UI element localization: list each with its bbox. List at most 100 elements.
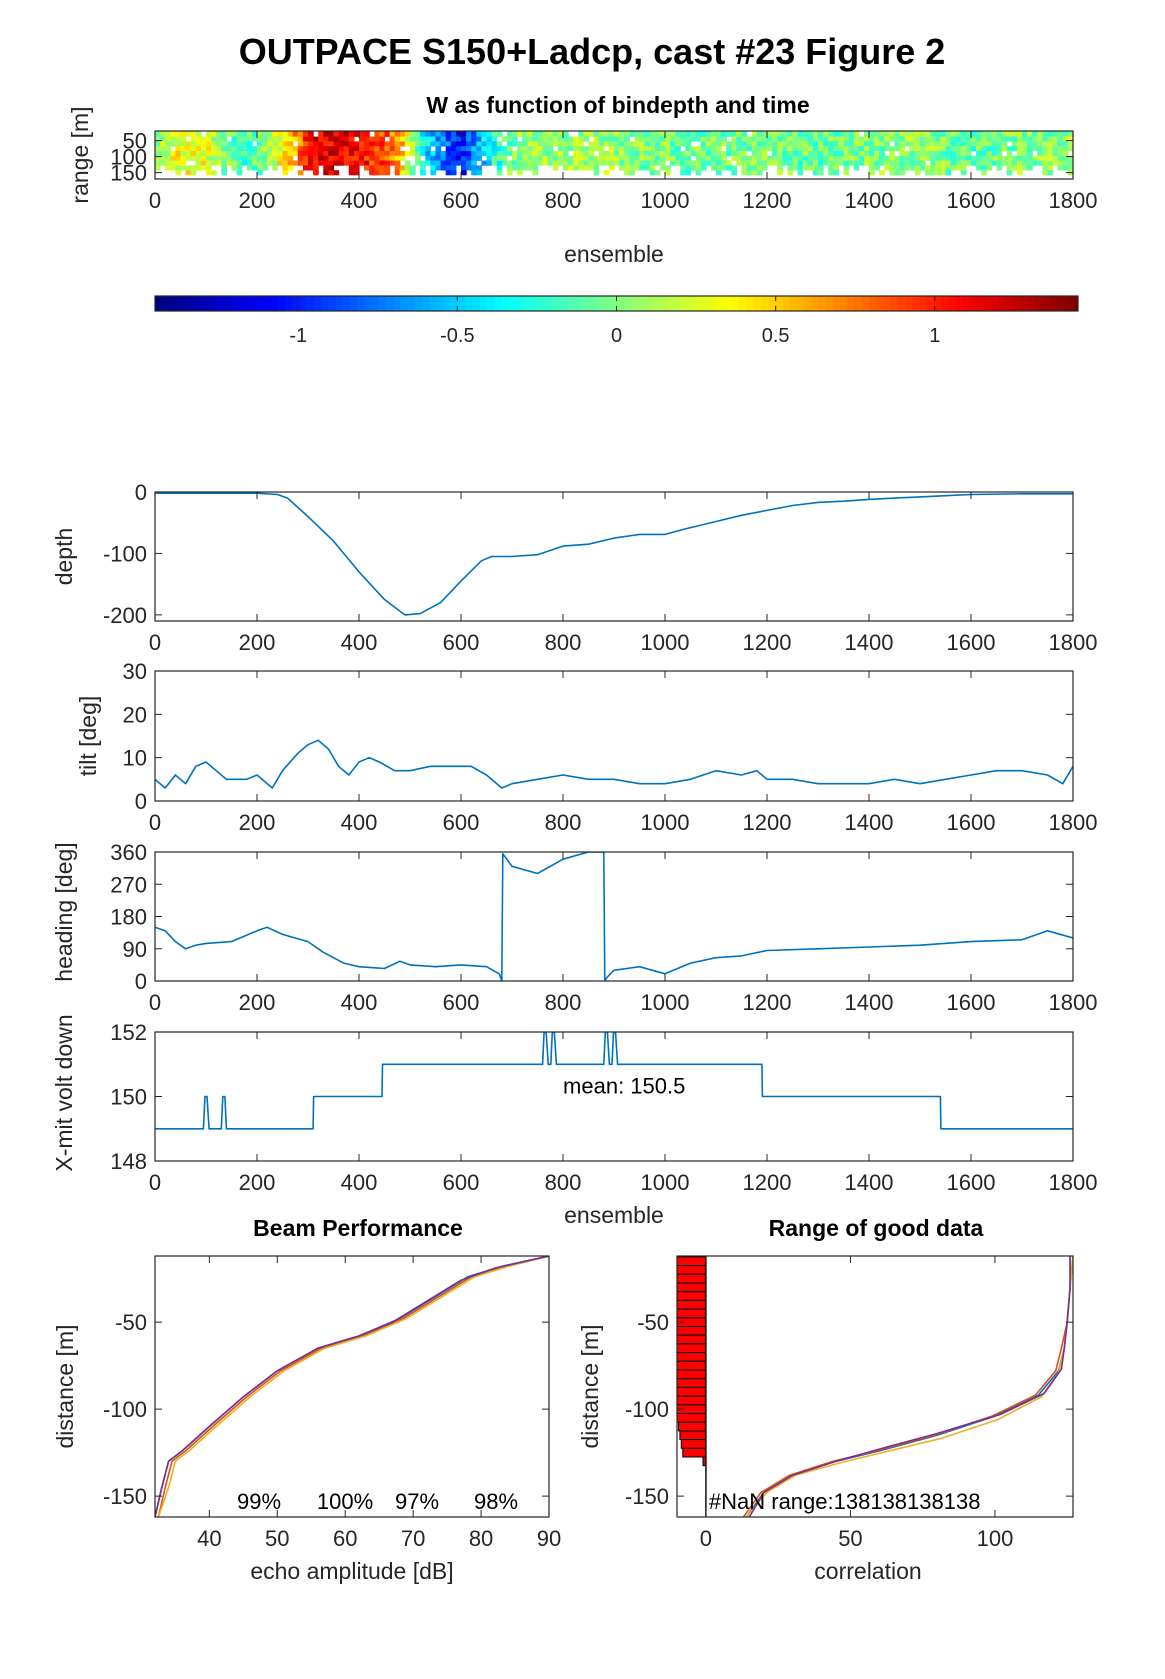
w-image-cell	[476, 146, 482, 152]
w-image-cell	[404, 165, 411, 171]
w-image-cell	[792, 131, 799, 137]
heading-ytick-label: 0	[135, 969, 147, 994]
w-image-cell	[624, 136, 630, 142]
colorbar-swatch	[998, 296, 1007, 311]
w-image-cell	[716, 141, 722, 147]
w-image-cell	[619, 146, 625, 152]
w-image-cell	[909, 131, 916, 137]
w-image-cell	[175, 160, 182, 166]
w-image-cell	[700, 136, 707, 142]
w-image-cell	[231, 160, 238, 166]
w-image-cell	[812, 165, 819, 171]
depth-xtick-label: 1800	[1049, 630, 1098, 655]
w-image-cell	[542, 151, 549, 157]
colorbar-swatch	[1027, 296, 1036, 311]
w-image-cell	[797, 151, 804, 157]
range-hist-bar	[677, 1282, 707, 1293]
w-image-cell	[180, 155, 187, 161]
w-image-cell	[1057, 131, 1064, 137]
colorbar-swatch	[205, 296, 214, 311]
w-image-cell	[292, 131, 299, 137]
w-image-cell	[461, 151, 467, 157]
w-image-cell	[756, 131, 763, 137]
w-image-cell	[226, 146, 233, 152]
w-image-cell	[501, 160, 508, 166]
w-image-cell	[481, 146, 488, 152]
w-image-cell	[364, 131, 370, 137]
range-hist-bar	[677, 1369, 707, 1380]
w-image-cell	[884, 155, 890, 161]
w-image-cell	[659, 160, 666, 166]
w-image-cell	[863, 151, 870, 157]
w-image-cell	[338, 136, 345, 142]
w-image-cell	[782, 141, 788, 147]
w-image-cell	[716, 165, 722, 171]
w-image-cell	[527, 155, 533, 161]
w-image-cell	[486, 160, 493, 166]
colorbar-swatch	[1070, 296, 1079, 311]
colorbar-swatch	[241, 296, 250, 311]
w-image-cell	[950, 141, 957, 147]
colorbar-swatch	[940, 296, 949, 311]
w-image-cell	[231, 165, 238, 171]
w-image-cell	[695, 136, 702, 142]
w-image-cell	[257, 131, 263, 137]
w-image-cell	[512, 141, 518, 147]
w-image-cell	[262, 160, 268, 166]
w-image-cell	[680, 155, 686, 161]
w-image-cell	[175, 151, 182, 157]
colorbar	[155, 296, 1079, 311]
colorbar-swatch	[299, 296, 307, 311]
w-image-cell	[471, 160, 477, 166]
w-image-cell	[904, 160, 911, 166]
w-image-cell	[170, 155, 176, 161]
w-image-cell	[542, 155, 549, 161]
w-image-cell	[532, 160, 539, 166]
colorbar-swatch	[479, 296, 488, 311]
w-image-cell	[374, 155, 380, 161]
w-image-cell	[384, 151, 391, 157]
w-image-cell	[863, 160, 870, 166]
w-image-cell	[690, 131, 697, 137]
colorbar-swatch	[681, 296, 690, 311]
w-image-cell	[165, 151, 171, 157]
w-image-cell	[930, 165, 936, 171]
w-image-cell	[772, 146, 778, 152]
w-image-cell	[537, 141, 544, 147]
colorbar-swatch	[703, 296, 711, 311]
w-image-cell	[950, 155, 957, 161]
w-image-cell	[777, 170, 783, 176]
w-image-cell	[960, 165, 967, 171]
w-image-cell	[889, 131, 896, 137]
w-image-cell	[659, 136, 666, 142]
w-image-cell	[308, 160, 314, 166]
w-image-cell	[940, 155, 947, 161]
w-image-cell	[547, 136, 554, 142]
colorbar-swatch	[876, 296, 884, 311]
w-image-cell	[257, 165, 263, 171]
w-image-cell	[670, 151, 676, 157]
w-image-cell	[241, 136, 248, 142]
w-image-cell	[568, 146, 574, 152]
w-image-cell	[1032, 160, 1038, 166]
w-image-cell	[379, 155, 386, 161]
w-image-cell	[364, 160, 370, 166]
w-image-cell	[828, 170, 834, 176]
w-image-cell	[833, 155, 839, 161]
w-image-cell	[522, 136, 528, 142]
w-image-cell	[965, 141, 972, 147]
w-image-cell	[843, 170, 850, 176]
w-image-cell	[430, 165, 437, 171]
w-image-cell	[211, 151, 217, 157]
colorbar-swatch	[825, 296, 834, 311]
w-image-cell	[751, 151, 758, 157]
colorbar-swatch	[854, 296, 863, 311]
w-image-cell	[251, 136, 258, 142]
beam-title: Beam Performance	[253, 1215, 463, 1241]
w-image-cell	[195, 165, 202, 171]
w-image-cell	[578, 165, 584, 171]
colorbar-swatch	[198, 296, 206, 311]
w-image-cell	[1042, 146, 1049, 152]
w-image-cell	[904, 151, 911, 157]
w-image-cell	[710, 160, 717, 166]
